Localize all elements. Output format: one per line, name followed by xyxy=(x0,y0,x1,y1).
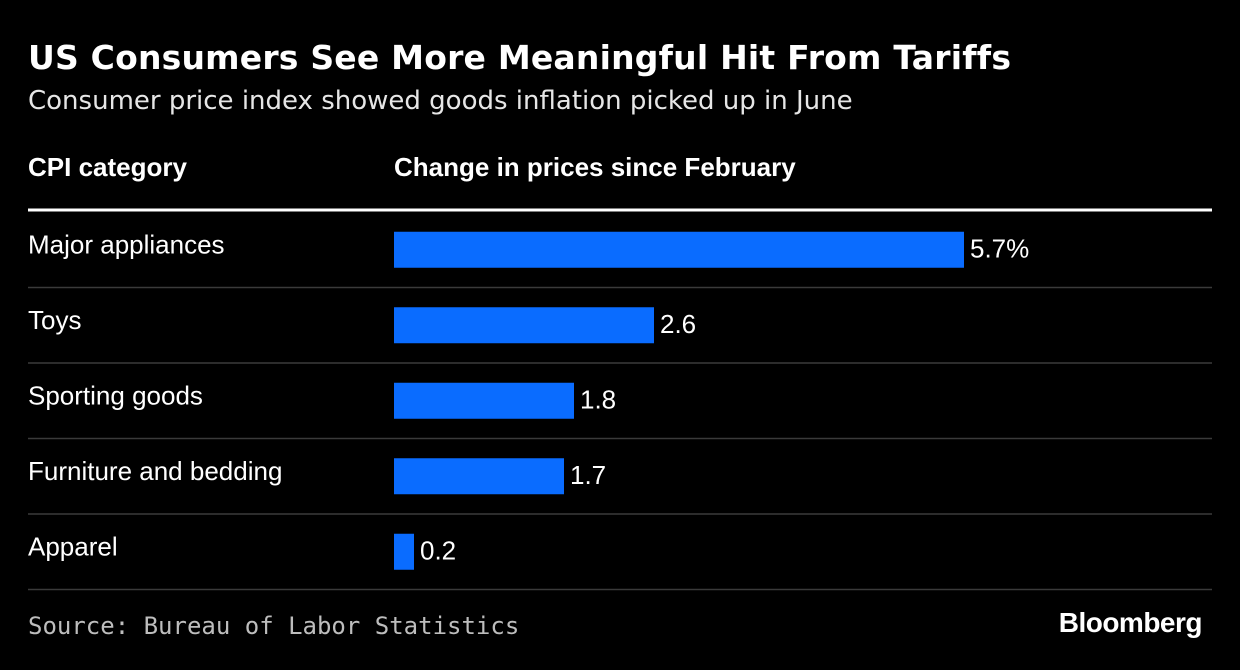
value-column-header: Change in prices since February xyxy=(394,152,796,182)
bar xyxy=(394,458,564,495)
category-label: Sporting goods xyxy=(28,381,203,411)
category-label: Apparel xyxy=(28,532,118,562)
bar xyxy=(394,382,574,419)
chart-title: US Consumers See More Meaningful Hit Fro… xyxy=(28,38,1012,77)
source-note: Source: Bureau of Labor Statistics xyxy=(28,612,520,640)
category-label: Major appliances xyxy=(28,230,225,260)
category-label: Furniture and bedding xyxy=(28,456,282,486)
category-label: Toys xyxy=(28,305,81,335)
category-column-header: CPI category xyxy=(28,152,187,182)
bar xyxy=(394,533,414,570)
bloomberg-logo: Bloomberg xyxy=(1058,607,1203,638)
value-label: 0.2 xyxy=(420,536,456,566)
bar xyxy=(394,231,964,268)
value-label: 5.7% xyxy=(970,234,1029,264)
value-label: 1.8 xyxy=(580,385,616,415)
value-label: 1.7 xyxy=(570,460,606,490)
bar-rows: Major appliances 5.7% Toys 2.6 Sporting good… xyxy=(28,230,1212,591)
chart-subtitle: Consumer price index showed goods inflat… xyxy=(28,86,853,116)
value-label: 2.6 xyxy=(660,309,696,339)
bar xyxy=(394,307,654,344)
